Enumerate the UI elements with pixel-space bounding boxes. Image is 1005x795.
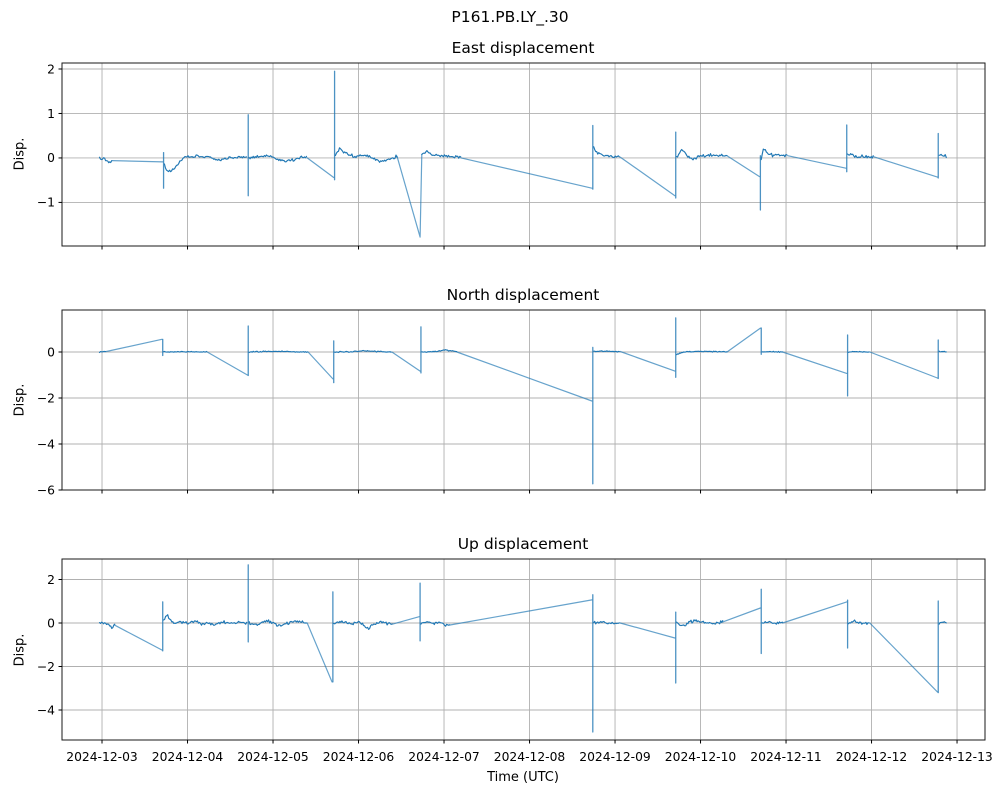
- xlabel-time-utc: Time (UTC): [487, 770, 559, 785]
- subplot-title-north: North displacement: [446, 286, 600, 304]
- subplot-title-up: Up displacement: [457, 535, 589, 553]
- svg-text:−2: −2: [37, 391, 55, 405]
- series-east: [98, 70, 947, 238]
- grid-north: [62, 310, 985, 491]
- svg-text:0: 0: [47, 151, 55, 165]
- series-north: [98, 317, 947, 485]
- svg-text:2024-12-10: 2024-12-10: [665, 750, 736, 764]
- tick-labels-east: 2 1 0 −1: [37, 62, 55, 209]
- tick-labels-up: 2 0 −2 −4 2024-12-03 2024-12-04 2024-12-05 2024…: [37, 573, 993, 764]
- svg-text:0: 0: [47, 345, 55, 359]
- ylabel-east: Disp.: [12, 137, 28, 171]
- subplot-up: 2 0 −2 −4 2024-12-03 2024-12-04 2024-12-05 2024…: [37, 558, 993, 764]
- svg-text:0: 0: [47, 616, 55, 630]
- svg-text:2024-12-05: 2024-12-05: [237, 750, 308, 764]
- ticks-east: [58, 68, 958, 250]
- svg-text:−6: −6: [37, 483, 55, 497]
- spines-up: [61, 558, 986, 741]
- svg-text:2: 2: [47, 573, 55, 587]
- spines-north: [61, 309, 986, 491]
- svg-text:2024-12-13: 2024-12-13: [921, 750, 992, 764]
- subplot-east: 2 1 0 −1: [37, 62, 986, 250]
- ylabel-up: Disp.: [12, 633, 28, 667]
- main-title: P161.PB.LY_.30: [451, 8, 569, 26]
- svg-text:−4: −4: [37, 437, 55, 451]
- svg-text:−2: −2: [37, 660, 55, 674]
- svg-text:−4: −4: [37, 703, 55, 717]
- ticks-north: [58, 351, 958, 494]
- svg-text:1: 1: [47, 107, 55, 121]
- svg-text:2024-12-03: 2024-12-03: [66, 750, 137, 764]
- svg-text:2024-12-04: 2024-12-04: [152, 750, 224, 764]
- grid-up: [62, 559, 985, 740]
- subplot-north: 0 −2 −4 −6: [37, 309, 986, 497]
- svg-text:2024-12-07: 2024-12-07: [408, 750, 479, 764]
- svg-text:2024-12-11: 2024-12-11: [750, 750, 821, 764]
- svg-text:2024-12-09: 2024-12-09: [579, 750, 650, 764]
- ticks-up: [58, 579, 958, 744]
- svg-text:2: 2: [47, 62, 55, 76]
- ylabel-north: Disp.: [12, 383, 28, 417]
- svg-text:−1: −1: [37, 196, 55, 210]
- grid-east: [62, 63, 985, 246]
- svg-text:2024-12-08: 2024-12-08: [494, 750, 565, 764]
- series-up: [98, 564, 947, 733]
- svg-text:2024-12-06: 2024-12-06: [323, 750, 395, 764]
- svg-text:2024-12-12: 2024-12-12: [836, 750, 907, 764]
- spines-east: [61, 62, 986, 247]
- subplot-title-east: East displacement: [451, 39, 595, 57]
- tick-labels-north: 0 −2 −4 −6: [37, 345, 55, 497]
